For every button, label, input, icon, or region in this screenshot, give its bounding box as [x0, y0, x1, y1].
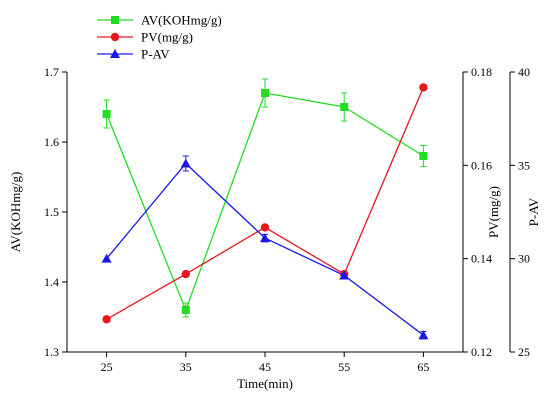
- y-tick-label-right1: 0.16: [471, 158, 492, 172]
- legend-marker-1: [110, 32, 120, 42]
- legend-label-2: P-AV: [141, 47, 170, 62]
- legend-label-0: AV(KOHmg/g): [141, 13, 222, 28]
- y-tick-label-left: 1.7: [44, 65, 59, 79]
- data-point-2: [260, 233, 270, 243]
- data-point-0: [102, 110, 111, 118]
- legend-marker-0: [111, 16, 119, 24]
- y-tick-label-right2: 25: [518, 345, 530, 359]
- y-axis-title-left: AV(KOHmg/g): [8, 172, 23, 253]
- data-point-0: [181, 306, 190, 314]
- series-line-2: [106, 162, 424, 336]
- data-point-0: [340, 103, 349, 111]
- y-tick-label-left: 1.6: [44, 135, 59, 149]
- data-point-1: [181, 269, 190, 279]
- data-point-0: [261, 89, 269, 97]
- y-tick-label-right2: 30: [518, 252, 530, 266]
- y-tick-label-left: 1.3: [44, 345, 59, 359]
- x-tick-label: 65: [417, 360, 429, 374]
- y-tick-label-right1: 0.18: [471, 65, 492, 79]
- y-tick-label-left: 1.5: [44, 205, 59, 219]
- x-tick-label: 55: [338, 360, 350, 374]
- y-tick-label-right2: 40: [518, 65, 530, 79]
- data-point-2: [180, 158, 191, 168]
- y-axis-title-right1: PV(mg/g): [486, 186, 501, 238]
- data-point-2: [418, 330, 429, 340]
- data-point-1: [102, 315, 111, 324]
- data-point-1: [419, 83, 428, 92]
- data-point-0: [419, 152, 428, 160]
- legend: AV(KOHmg/g) PV(mg/g) P-AV: [97, 13, 222, 62]
- y-tick-label-left: 1.4: [44, 275, 59, 289]
- x-axis-title: Time(min): [237, 376, 293, 391]
- y-tick-label-right2: 35: [518, 158, 530, 172]
- y-tick-label-right1: 0.12: [471, 345, 492, 359]
- x-tick-label: 35: [180, 360, 192, 374]
- y-axis-title-right2: P-AV: [526, 197, 541, 226]
- series-line-1: [106, 87, 424, 320]
- legend-marker-2: [110, 49, 120, 58]
- y-tick-label-right1: 0.14: [471, 252, 492, 266]
- series-layer: [101, 78, 429, 340]
- x-tick-label: 25: [101, 360, 113, 374]
- axes-layer: 25 35 45 55 65 Time(min) 1.3 1.4 1.5 1.6 1.7 AV(KOH…: [8, 65, 541, 391]
- legend-label-1: PV(mg/g): [141, 30, 193, 45]
- data-point-1: [260, 223, 270, 232]
- data-point-2: [101, 253, 112, 263]
- data-point-2: [339, 270, 350, 280]
- x-tick-label: 45: [259, 360, 271, 374]
